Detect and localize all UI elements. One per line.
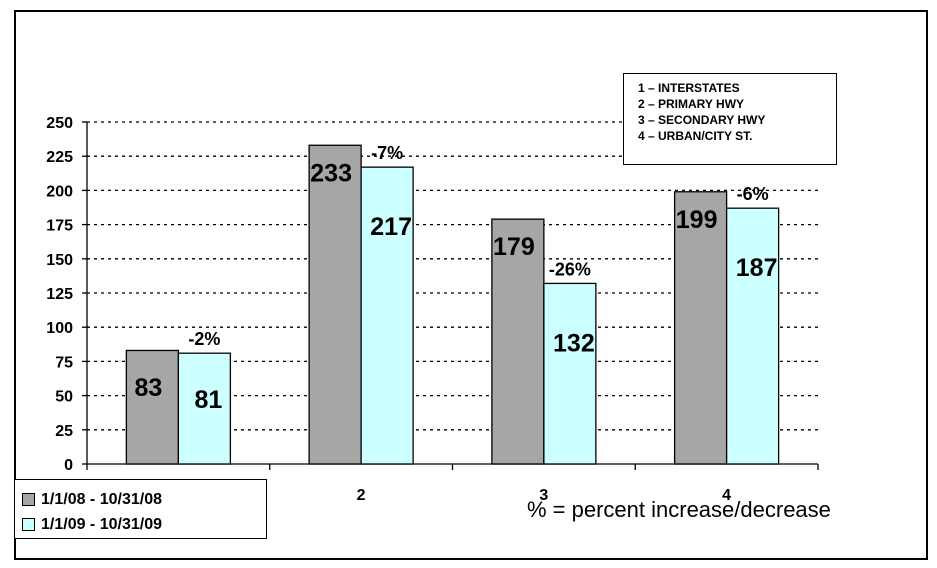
y-tick-label: 200 — [46, 183, 73, 200]
bar-value-label: 83 — [134, 374, 162, 402]
y-tick-label: 50 — [55, 389, 73, 406]
legend: 1/1/08 - 10/31/08 1/1/09 - 10/31/09 — [14, 479, 267, 539]
percent-change-label: -2% — [188, 329, 220, 349]
y-tick-label: 100 — [46, 320, 73, 337]
x-tick-label: 4 — [722, 487, 731, 504]
y-tick-label: 75 — [55, 354, 73, 371]
x-tick-label: 2 — [357, 487, 366, 504]
legend-label: 1/1/08 - 10/31/08 — [41, 490, 162, 508]
legend-label: 1/1/09 - 10/31/09 — [41, 515, 162, 533]
bar-series-2 — [177, 352, 232, 465]
y-tick-label: 0 — [64, 457, 73, 474]
y-tick-label: 225 — [46, 149, 73, 166]
percent-change-label: -26% — [549, 259, 591, 279]
bar-series-2 — [543, 282, 597, 465]
bar-value-label: 217 — [370, 213, 412, 241]
y-tick-label: 150 — [46, 252, 73, 269]
bar-series-1 — [125, 349, 180, 465]
category-key-item: 2 – PRIMARY HWY — [638, 97, 745, 111]
legend-swatch-gray — [22, 493, 35, 506]
bar-series-2 — [725, 207, 780, 465]
category-key-box: 1 – INTERSTATES 2 – PRIMARY HWY 3 – SECO… — [623, 73, 837, 165]
bar-series-2 — [360, 166, 414, 465]
bar-value-label: 233 — [310, 159, 352, 187]
y-tick-label: 25 — [55, 423, 73, 440]
legend-swatch-cyan — [22, 518, 35, 531]
percent-change-label: -6% — [737, 184, 769, 204]
footnote: % = percent increase/decrease — [527, 497, 831, 522]
bar-series-1 — [308, 144, 362, 465]
bar-value-label: 81 — [194, 386, 222, 414]
bar-value-label: 199 — [676, 206, 718, 234]
y-tick-label: 175 — [46, 218, 73, 235]
percent-change-label: -7% — [371, 143, 403, 163]
category-key-item: 4 – URBAN/CITY ST. — [638, 129, 753, 143]
y-tick-label: 125 — [46, 286, 73, 303]
legend-item: 1/1/08 - 10/31/08 — [22, 487, 266, 512]
category-key-item: 3 – SECONDARY HWY — [638, 113, 766, 127]
legend-item: 1/1/09 - 10/31/09 — [22, 512, 266, 537]
bar-series-1 — [491, 218, 545, 465]
bar-value-label: 187 — [736, 254, 778, 282]
bar-value-label: 132 — [553, 329, 595, 357]
bar-value-label: 179 — [493, 233, 535, 261]
category-key-item: 1 – INTERSTATES — [638, 81, 740, 95]
y-tick-label: 250 — [46, 115, 73, 132]
x-tick-label: 3 — [539, 487, 548, 504]
